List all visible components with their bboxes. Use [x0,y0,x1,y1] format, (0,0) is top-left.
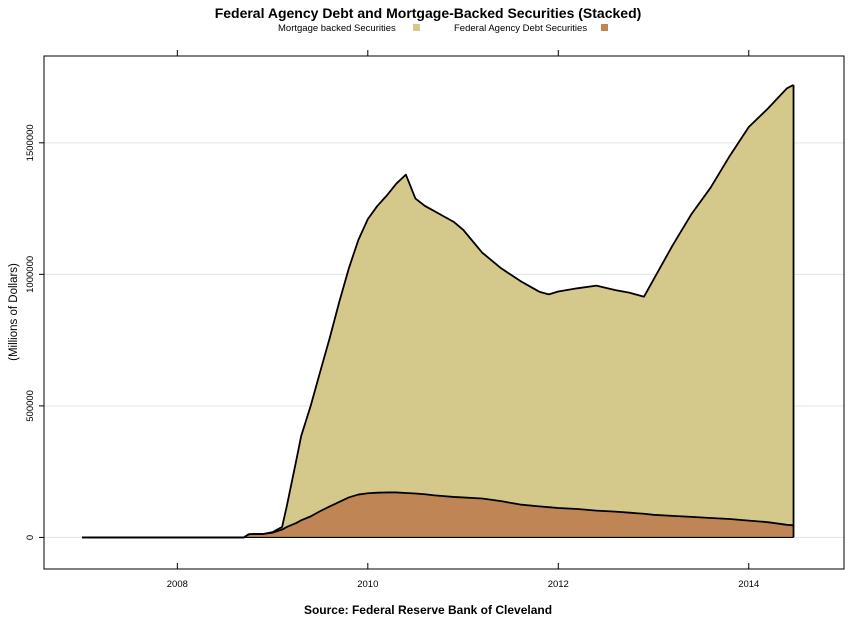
y-tick-label-2: 1000000 [25,256,36,293]
legend: Mortgage backed Securities Federal Agency… [278,23,608,34]
outline-series-0 [82,491,794,539]
y-tick-label-1: 500000 [25,390,36,422]
x-tick-label-0: 2008 [167,579,188,590]
x-tick-label-2: 2012 [548,579,569,590]
area-series-0 [82,492,794,538]
legend-swatch-1 [601,24,608,31]
y-axis-ticks: 0 500000 1000000 1500000 [25,124,44,540]
chart-caption: Source: Federal Reserve Bank of Clevelan… [304,603,552,617]
y-tick-label-3: 1500000 [25,124,36,161]
y-tick-label-0: 0 [25,535,36,540]
outline-series-1 [82,84,794,539]
plot-frame [43,55,845,570]
y-axis-label: (Millions of Dollars) [8,263,20,361]
legend-label-0: Mortgage backed Securities [278,23,396,34]
area-series-1 [82,84,794,538]
x-tick-label-1: 2010 [357,579,378,590]
series-outlines [82,84,795,539]
legend-label-1: Federal Agency Debt Securities [454,23,587,34]
series-areas [82,84,794,538]
x-tick-label-3: 2014 [738,579,759,590]
legend-swatch-0 [413,24,420,31]
x-axis-ticks: 2008 2010 2012 2014 [167,50,759,590]
chart-title: Federal Agency Debt and Mortgage-Backed … [215,5,642,21]
